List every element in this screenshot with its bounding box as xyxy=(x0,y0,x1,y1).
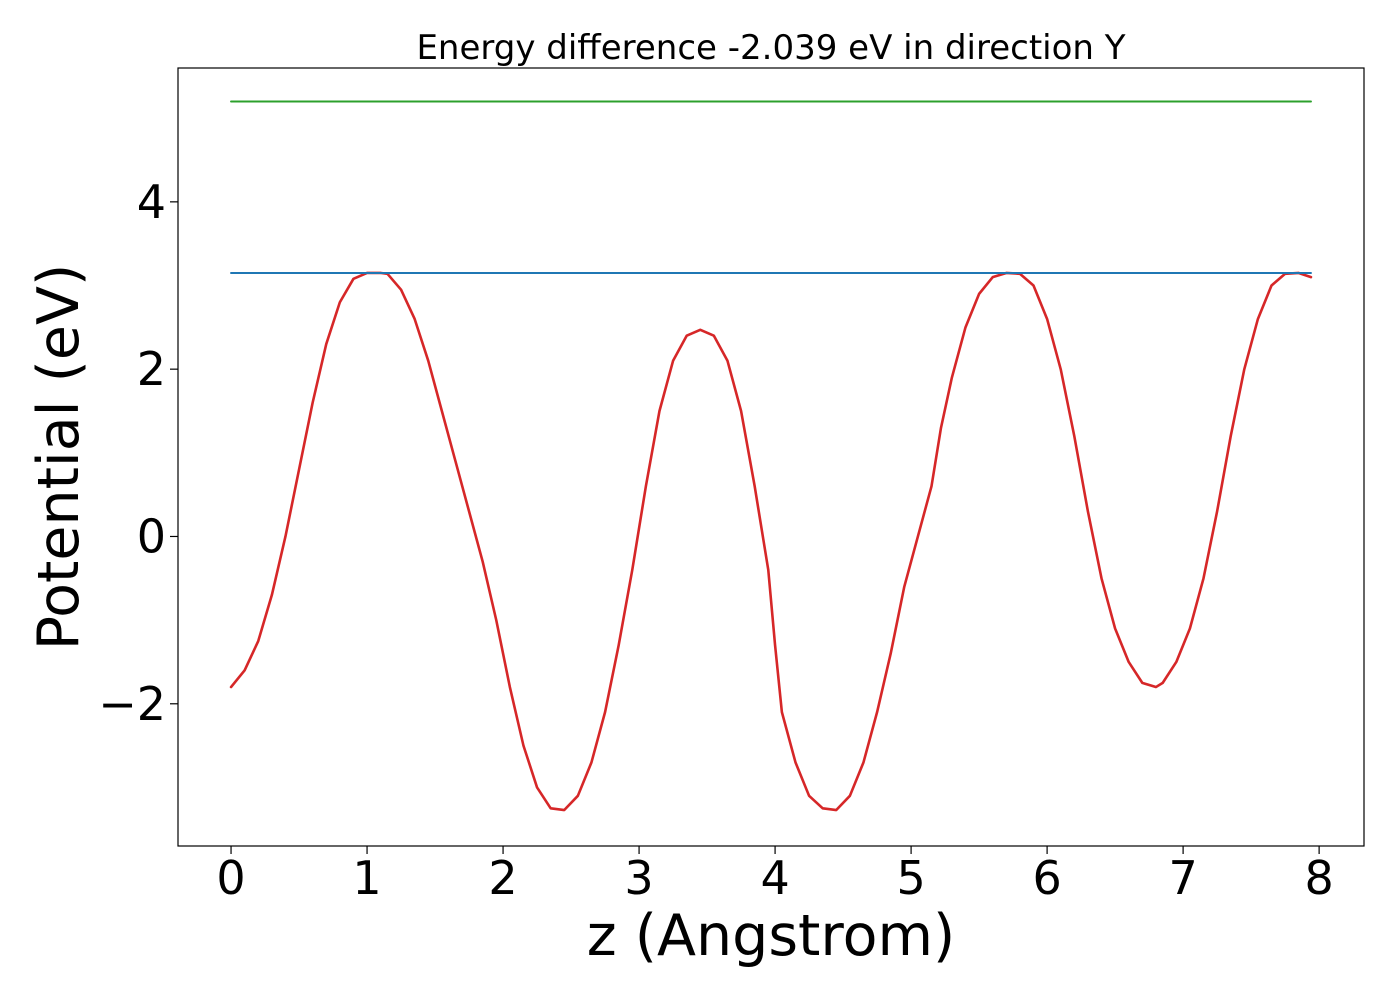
x-tick-label: 0 xyxy=(216,851,245,905)
x-axis-label: z (Angstrom) xyxy=(587,903,955,969)
x-tick-label: 6 xyxy=(1032,851,1061,905)
axes: 0 1 2 3 4 5 6 7 8 −2 0 2 4 xyxy=(98,67,1365,905)
series-line-1 xyxy=(229,271,1313,812)
x-tick-label: 3 xyxy=(624,851,653,905)
y-tick-label: 2 xyxy=(137,342,166,396)
axes-frame xyxy=(177,67,1365,847)
plot-area xyxy=(229,100,1313,812)
y-tick-label: 4 xyxy=(137,175,166,229)
x-tick-label: 2 xyxy=(488,851,517,905)
chart-title: Energy difference -2.039 eV in direction… xyxy=(416,28,1125,68)
y-tick-label: −2 xyxy=(98,677,166,731)
y-tick-label: 0 xyxy=(137,509,166,563)
x-tick-label: 5 xyxy=(896,851,925,905)
x-tick-label: 8 xyxy=(1304,851,1333,905)
x-tick-label: 4 xyxy=(760,851,789,905)
y-axis-label: Potential (eV) xyxy=(26,264,92,650)
x-tick-label: 1 xyxy=(352,851,381,905)
x-tick-label: 7 xyxy=(1168,851,1197,905)
